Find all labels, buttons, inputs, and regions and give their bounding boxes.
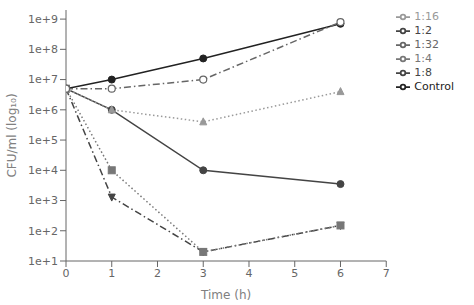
- svg-text:5: 5: [291, 267, 298, 280]
- svg-text:CFU/ml (log₁₀): CFU/ml (log₁₀): [8, 93, 19, 177]
- svg-text:1e+4: 1e+4: [28, 164, 58, 177]
- svg-text:1e+8: 1e+8: [28, 43, 58, 56]
- svg-text:3: 3: [200, 267, 207, 280]
- svg-text:Time (h): Time (h): [200, 288, 251, 302]
- svg-text:1e+5: 1e+5: [28, 134, 58, 147]
- html-text:1:2: 1:2: [414, 24, 432, 37]
- html-text:1:32: 1:32: [414, 38, 439, 51]
- html-text:1:16: 1:16: [414, 10, 439, 23]
- svg-text:0: 0: [63, 267, 70, 280]
- svg-text:6: 6: [337, 267, 344, 280]
- svg-text:1e+1: 1e+1: [28, 255, 58, 268]
- html-text:1:8: 1:8: [414, 66, 432, 79]
- svg-text:1e+2: 1e+2: [28, 225, 58, 238]
- html-text:Control: Control: [414, 80, 454, 93]
- svg-text:1e+3: 1e+3: [28, 194, 58, 207]
- svg-text:1e+9: 1e+9: [28, 13, 58, 26]
- svg-text:1e+7: 1e+7: [28, 73, 58, 86]
- svg-text:4: 4: [245, 267, 252, 280]
- svg-text:7: 7: [383, 267, 390, 280]
- svg-text:1: 1: [108, 267, 115, 280]
- svg-text:1e+6: 1e+6: [28, 104, 58, 117]
- svg-text:2: 2: [154, 267, 161, 280]
- html-text:1:4: 1:4: [414, 52, 432, 65]
